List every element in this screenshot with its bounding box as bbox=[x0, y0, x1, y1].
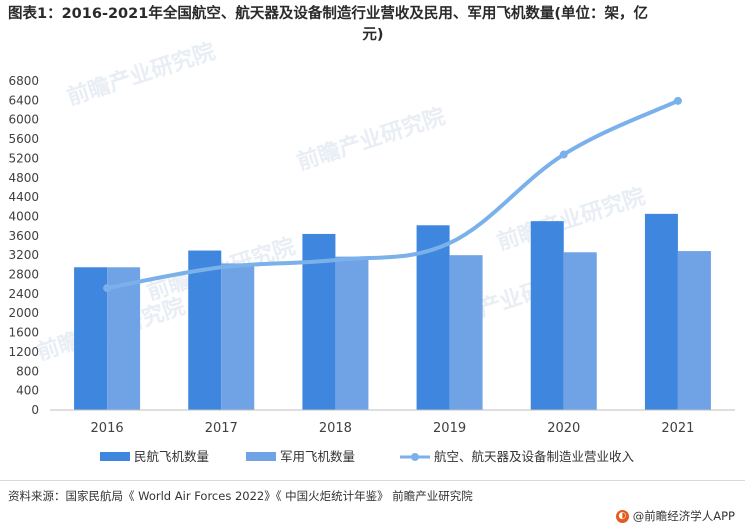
y-tick-label: 2000 bbox=[8, 306, 39, 320]
y-tick-label: 4000 bbox=[8, 209, 39, 223]
watermark-text: 前瞻产业研究院 bbox=[64, 38, 219, 110]
x-tick-label: 2020 bbox=[547, 421, 580, 436]
source-note: 资料来源：国家民航局《 World Air Forces 2022》《 中国火炬… bbox=[8, 489, 473, 503]
x-tick-label: 2017 bbox=[205, 421, 238, 436]
x-tick-label: 2018 bbox=[319, 421, 352, 436]
x-tick-label: 2021 bbox=[661, 421, 694, 436]
legend-label: 航空、航天器及设备制造业营业收入 bbox=[434, 449, 635, 464]
military-aircraft-bar bbox=[221, 263, 255, 410]
y-tick-label: 0 bbox=[31, 403, 39, 417]
y-tick-label: 1600 bbox=[8, 326, 39, 340]
chart-title: 图表1：2016-2021年全国航空、航天器及设备制造行业营收及民用、军用飞机数… bbox=[8, 4, 738, 46]
revenue-point bbox=[559, 150, 568, 159]
civil-aircraft-bar bbox=[644, 213, 678, 410]
bars bbox=[74, 213, 711, 410]
y-tick-label: 400 bbox=[16, 384, 39, 398]
y-tick-label: 5600 bbox=[8, 132, 39, 146]
brand-credit: ◐ @前瞻经济学人APP bbox=[615, 508, 735, 524]
legend: 民航飞机数量 军用飞机数量 航空、航天器及设备制造业营业收入 bbox=[100, 449, 635, 464]
y-tick-label: 4800 bbox=[8, 171, 39, 185]
y-tick-label: 6400 bbox=[8, 93, 39, 107]
divider bbox=[0, 480, 745, 481]
legend-swatch bbox=[246, 452, 276, 461]
military-aircraft-bar bbox=[449, 255, 483, 410]
y-tick-label: 1200 bbox=[8, 345, 39, 359]
y-tick-label: 6000 bbox=[8, 113, 39, 127]
military-aircraft-bar bbox=[563, 252, 597, 410]
y-axis: 0 400 800 1200 1600 2000 2400 2800 3200 3600 4000 4… bbox=[8, 74, 39, 417]
y-tick-label: 3600 bbox=[8, 229, 39, 243]
military-aircraft-bar bbox=[107, 267, 141, 410]
y-tick-label: 6800 bbox=[8, 74, 39, 88]
y-tick-label: 800 bbox=[16, 364, 39, 378]
legend-label: 军用飞机数量 bbox=[280, 449, 355, 464]
y-tick-label: 2400 bbox=[8, 287, 39, 301]
military-aircraft-bar bbox=[677, 251, 711, 410]
civil-aircraft-bar bbox=[188, 250, 222, 410]
legend-label: 民航飞机数量 bbox=[134, 449, 209, 464]
chart-title-line1: 图表1：2016-2021年全国航空、航天器及设备制造行业营收及民用、军用飞机数… bbox=[8, 6, 648, 22]
x-tick-label: 2016 bbox=[91, 421, 124, 436]
revenue-point bbox=[103, 284, 112, 293]
legend-marker bbox=[411, 453, 419, 461]
watermark-text: 前瞻产业研究院 bbox=[294, 103, 449, 175]
chart-title-line2: 元) bbox=[362, 27, 384, 43]
y-tick-label: 4400 bbox=[8, 190, 39, 204]
combo-chart: 前瞻产业研究院前瞻产业研究院前瞻产业研究院前瞻产业研究院前瞻产业研究院前瞻产业研… bbox=[8, 38, 735, 464]
qianzhan-logo-icon: ◐ bbox=[615, 509, 629, 523]
revenue-line-path bbox=[105, 98, 680, 291]
civil-aircraft-bar bbox=[416, 225, 450, 410]
revenue-point bbox=[673, 96, 682, 105]
y-tick-label: 3200 bbox=[8, 248, 39, 262]
revenue-line bbox=[103, 96, 682, 293]
y-tick-label: 5200 bbox=[8, 151, 39, 165]
legend-swatch bbox=[100, 452, 130, 461]
civil-aircraft-bar bbox=[74, 267, 108, 410]
x-tick-labels: 2016 2017 2018 2019 2020 2021 bbox=[91, 421, 695, 436]
x-tick-label: 2019 bbox=[433, 421, 466, 436]
brand-text: @前瞻经济学人APP bbox=[632, 509, 735, 523]
military-aircraft-bar bbox=[335, 256, 369, 410]
civil-aircraft-bar bbox=[530, 221, 564, 410]
y-tick-label: 2800 bbox=[8, 268, 39, 282]
